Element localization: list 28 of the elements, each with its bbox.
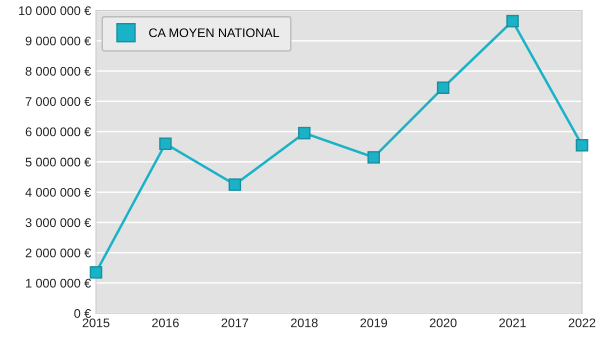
x-tick-label: 2016 <box>152 318 179 328</box>
y-tick-label: 8 000 000 € <box>26 66 91 76</box>
y-tick-label: 3 000 000 € <box>26 218 91 228</box>
point <box>159 137 172 150</box>
point <box>506 14 519 28</box>
y-tick-label: 2 000 000 € <box>26 248 91 258</box>
point <box>436 81 450 94</box>
x-tick-label: 2015 <box>82 318 110 328</box>
x-tick-label: 2017 <box>222 318 248 328</box>
legend-label: CA MOYEN NATIONAL <box>149 28 280 38</box>
x-tick-label: 2020 <box>430 318 457 328</box>
y-tick-label: 7 000 000 € <box>26 97 91 106</box>
y-tick-label: 6 000 000 € <box>26 127 91 136</box>
y-tick-label: 1 000 000 € <box>26 278 91 288</box>
x-tick-label: 2021 <box>499 318 526 328</box>
x-tick-label: 2018 <box>291 318 318 328</box>
y-tick-label: 4 000 000 € <box>25 188 91 197</box>
point <box>576 138 588 152</box>
point <box>298 126 311 140</box>
y-tick-label: 0 € <box>74 309 91 318</box>
point <box>90 266 102 279</box>
x-tick-label: 2022 <box>568 318 596 328</box>
x-tick-label: 2019 <box>360 318 388 328</box>
point <box>367 151 380 164</box>
y-tick-label: 10 000 000 € <box>19 6 91 16</box>
y-tick-label: 5 000 000 € <box>26 158 91 167</box>
point <box>228 178 242 191</box>
y-tick-label: 9 000 000 € <box>26 36 91 46</box>
